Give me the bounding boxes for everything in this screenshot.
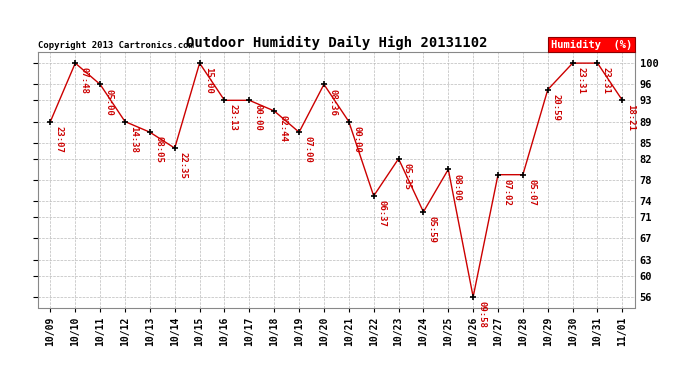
Text: 09:58: 09:58 xyxy=(477,301,486,328)
Text: 23:31: 23:31 xyxy=(602,67,611,94)
Text: Humidity  (%): Humidity (%) xyxy=(551,40,632,50)
Text: 23:07: 23:07 xyxy=(55,126,63,153)
Text: 07:02: 07:02 xyxy=(502,179,511,206)
Title: Outdoor Humidity Daily High 20131102: Outdoor Humidity Daily High 20131102 xyxy=(186,36,487,50)
Text: Copyright 2013 Cartronics.com: Copyright 2013 Cartronics.com xyxy=(38,41,194,50)
Text: 07:48: 07:48 xyxy=(79,67,88,94)
Text: 23:13: 23:13 xyxy=(228,105,237,131)
Text: 05:35: 05:35 xyxy=(403,163,412,190)
Text: 07:00: 07:00 xyxy=(303,136,313,163)
Text: 08:00: 08:00 xyxy=(453,174,462,200)
Text: 15:00: 15:00 xyxy=(204,67,213,94)
Text: 08:05: 08:05 xyxy=(154,136,163,163)
Text: 22:35: 22:35 xyxy=(179,152,188,179)
Text: 14:38: 14:38 xyxy=(129,126,138,153)
Text: 00:00: 00:00 xyxy=(253,105,262,131)
Text: 23:31: 23:31 xyxy=(577,67,586,94)
Text: 18:21: 18:21 xyxy=(627,105,635,131)
Text: 05:00: 05:00 xyxy=(104,88,113,116)
Text: 06:37: 06:37 xyxy=(378,200,387,227)
Text: 02:44: 02:44 xyxy=(278,115,287,142)
Text: 05:59: 05:59 xyxy=(428,216,437,243)
Text: 00:00: 00:00 xyxy=(353,126,362,153)
Text: 20:59: 20:59 xyxy=(552,94,561,121)
Text: 05:07: 05:07 xyxy=(527,179,536,206)
Text: 08:36: 08:36 xyxy=(328,88,337,116)
